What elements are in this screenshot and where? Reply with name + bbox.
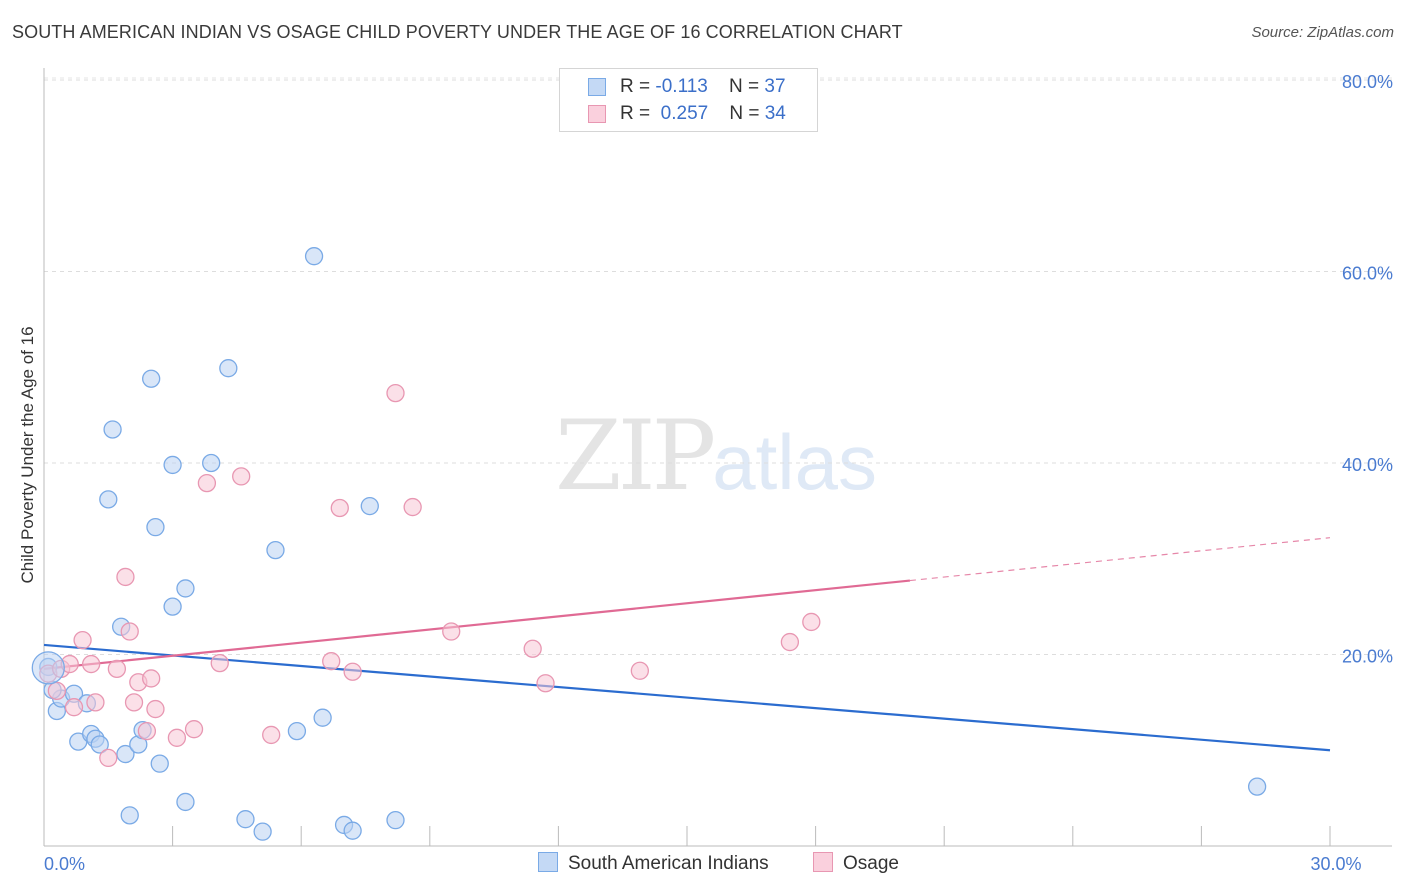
point-osage [184, 720, 204, 739]
y-axis-label: Child Poverty Under the Age of 16 [18, 326, 37, 584]
legend-r-label: R = [620, 103, 651, 124]
point-osage [630, 661, 649, 680]
point-osage [232, 467, 251, 486]
trend-lines [43, 537, 1331, 752]
y-tick-label: 20.0% [1342, 647, 1393, 667]
point-south-american-indians [150, 754, 169, 773]
point-osage [442, 622, 461, 641]
point-osage [386, 383, 405, 403]
legend-swatch-blue [538, 852, 558, 872]
point-osage [82, 654, 101, 674]
point-south-american-indians [99, 490, 118, 509]
x-tick-label: 30.0% [1310, 854, 1361, 874]
tick-labels: 20.0% 40.0% 60.0% 80.0% 0.0% 30.0% [44, 72, 1393, 874]
point-south-american-indians [313, 708, 332, 727]
point-south-american-indians [360, 496, 379, 516]
point-osage [99, 748, 118, 768]
y-tick-label: 60.0% [1342, 264, 1393, 284]
point-osage [343, 662, 362, 681]
stats-legend: R = -0.113 N = 37 R = 0.257 N = 34 [559, 68, 818, 132]
point-osage [47, 681, 67, 701]
data-points [31, 247, 1267, 841]
point-osage [322, 652, 341, 671]
point-osage [403, 497, 422, 517]
point-south-american-indians [202, 453, 221, 473]
point-cluster [31, 651, 65, 685]
trend-line-south-american-indians [43, 643, 1331, 752]
trend-line-extension [909, 537, 1331, 582]
legend-label: South American Indians [568, 853, 769, 874]
y-tick-label: 80.0% [1342, 72, 1393, 92]
point-osage [120, 622, 139, 641]
point-south-american-indians [253, 822, 272, 841]
point-osage [167, 728, 187, 747]
point-osage [142, 669, 161, 688]
chart-title: SOUTH AMERICAN INDIAN VS OSAGE CHILD POV… [12, 22, 903, 42]
point-south-american-indians [386, 810, 405, 830]
point-osage [64, 698, 84, 717]
point-south-american-indians [116, 744, 135, 764]
axes [43, 68, 1392, 847]
point-osage [536, 674, 555, 693]
point-south-american-indians [120, 806, 139, 825]
bottom-legend-south-american-indians[interactable]: South American Indians [538, 852, 769, 875]
legend-r-label: R = [620, 76, 651, 97]
point-osage [330, 498, 349, 518]
point-south-american-indians [163, 455, 182, 475]
legend-r-value: 0.257 [655, 103, 709, 124]
point-osage [262, 725, 281, 745]
point-south-american-indians [176, 792, 195, 812]
legend-label: Osage [843, 853, 899, 874]
point-osage [124, 693, 144, 712]
legend-swatch-pink [588, 105, 606, 123]
point-south-american-indians [90, 735, 109, 754]
legend-n-value: 34 [764, 103, 786, 124]
point-osage [802, 612, 821, 632]
grid-lines [44, 77, 1392, 655]
point-osage [523, 639, 542, 658]
trend-line-osage [43, 579, 911, 670]
watermark-zip: ZIP [555, 400, 716, 512]
point-osage [137, 721, 157, 741]
x-tick-label: 0.0% [44, 854, 85, 874]
point-osage [210, 653, 229, 673]
y-tick-label: 40.0% [1342, 455, 1393, 475]
point-south-american-indians [146, 518, 165, 537]
point-south-american-indians [219, 359, 238, 378]
point-osage [146, 699, 165, 719]
point-south-american-indians [103, 420, 122, 439]
legend-swatch-pink [813, 852, 833, 872]
point-osage [73, 630, 92, 650]
point-osage [86, 693, 105, 712]
legend-swatch-blue [588, 78, 606, 96]
legend-n-label: N = [729, 103, 760, 124]
point-south-american-indians [266, 540, 285, 560]
watermark: ZIPatlas [555, 400, 877, 512]
point-south-american-indians [304, 247, 324, 266]
point-south-american-indians [142, 369, 161, 388]
point-osage [116, 567, 135, 587]
point-osage [780, 632, 800, 652]
point-osage [107, 659, 127, 679]
bottom-legend-osage[interactable]: Osage [813, 852, 899, 875]
point-south-american-indians [176, 579, 195, 598]
point-south-american-indians [287, 721, 307, 741]
legend-n-value: 37 [764, 76, 786, 97]
point-osage [197, 473, 217, 493]
point-south-american-indians [163, 597, 182, 616]
point-south-american-indians [236, 810, 255, 829]
legend-n-label: N = [728, 76, 760, 97]
source-label: Source: ZipAtlas.com [1251, 24, 1394, 41]
watermark-atlas: atlas [712, 418, 877, 506]
point-south-american-indians [1247, 777, 1267, 796]
legend-r-value: -0.113 [655, 76, 708, 97]
point-south-american-indians [343, 821, 362, 840]
